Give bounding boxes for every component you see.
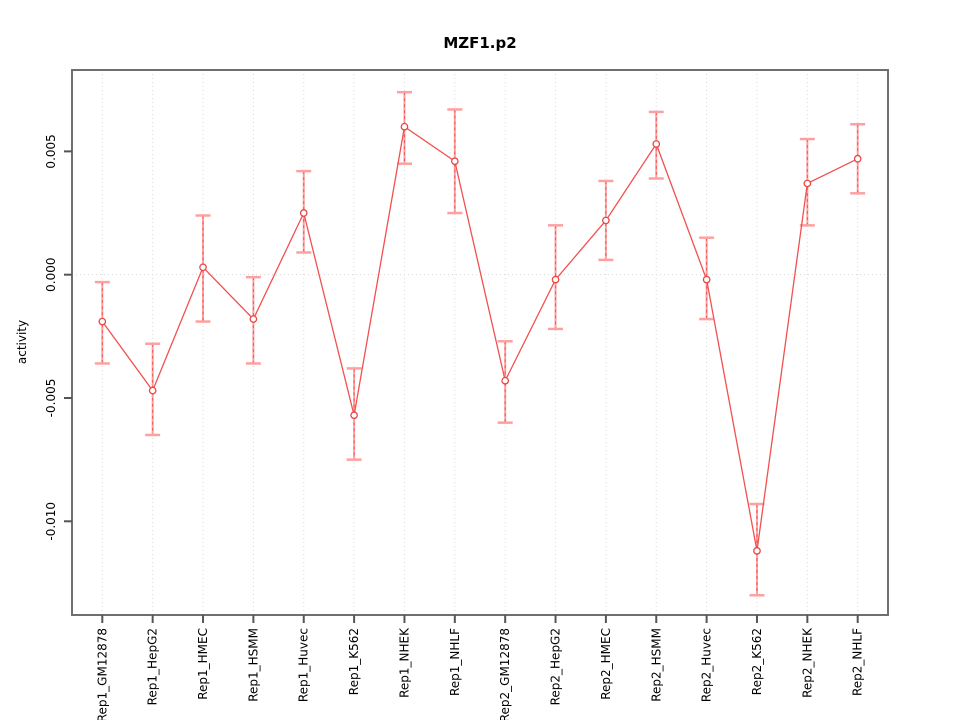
data-point <box>753 547 761 555</box>
data-point <box>249 315 258 323</box>
category-label: Rep1_GM12878 <box>95 628 109 720</box>
category-label: Rep1_K562 <box>347 628 361 695</box>
category-label: Rep2_Huvec <box>700 628 714 702</box>
data-point <box>299 209 308 217</box>
series-line <box>101 125 858 552</box>
data-point <box>350 411 358 420</box>
category-label: Rep2_K562 <box>750 628 764 695</box>
data-point <box>148 386 157 395</box>
category-label: Rep2_HepG2 <box>549 628 563 705</box>
category-label: Rep2_NHLF <box>851 628 865 696</box>
data-point <box>652 140 661 148</box>
y-tick-label: -0.010 <box>44 502 58 541</box>
plot-frame <box>71 69 889 616</box>
category-label: Rep1_NHEK <box>397 627 411 698</box>
data-point <box>501 376 510 385</box>
y-tick-label: 0.005 <box>44 134 58 168</box>
chart-title: MZF1.p2 <box>443 34 517 52</box>
category-label: Rep1_HSMM <box>246 628 260 702</box>
data-point <box>400 122 409 131</box>
y-tick-label: 0.000 <box>44 258 58 292</box>
data-point <box>199 263 207 272</box>
data-point <box>803 179 812 188</box>
category-label: Rep1_HMEC <box>196 628 210 700</box>
data-point <box>602 216 610 225</box>
category-label: Rep1_HepG2 <box>146 628 160 705</box>
data-point <box>98 317 107 326</box>
category-label: Rep2_GM12878 <box>498 628 512 720</box>
data-point <box>450 157 459 166</box>
category-label: Rep2_NHEK <box>800 627 814 698</box>
category-label: Rep2_HSMM <box>649 628 663 702</box>
category-label: Rep1_NHLF <box>448 628 462 696</box>
y-tick-label: -0.005 <box>44 379 58 418</box>
category-label: Rep1_Huvec <box>297 628 311 702</box>
data-point <box>853 154 862 163</box>
data-point <box>702 275 711 284</box>
data-point <box>551 275 560 284</box>
category-label: Rep2_HMEC <box>599 628 613 700</box>
